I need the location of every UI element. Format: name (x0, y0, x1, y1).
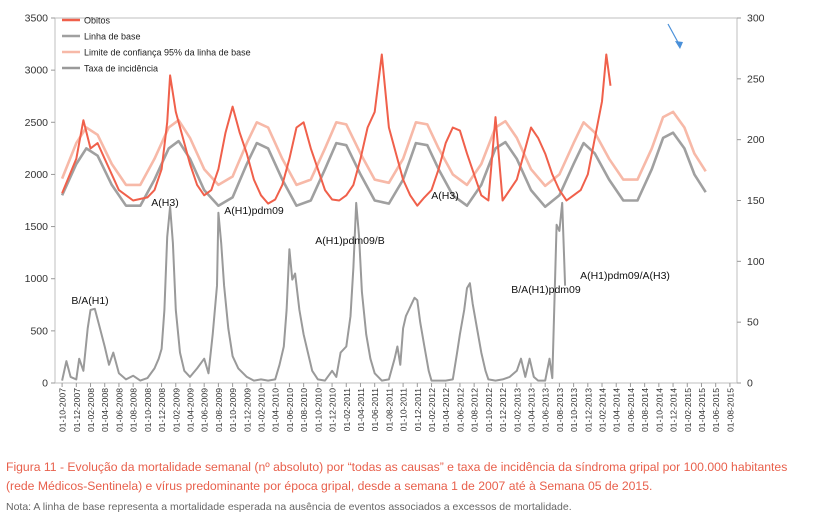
x-tick-label: 01-04-2012 (441, 388, 451, 432)
x-tick-label: 01-02-2008 (86, 388, 96, 432)
x-tick-label: 01-06-2008 (114, 388, 124, 432)
x-tick-label: 01-10-2013 (569, 388, 579, 432)
x-tick-label: 01-06-2013 (541, 388, 551, 432)
confidence-limit-line (60, 110, 707, 188)
x-tick-label: 01-06-2011 (370, 388, 380, 432)
legend-label: Obitos (84, 16, 111, 26)
annotation-label: A(H3) (151, 197, 178, 209)
x-tick-label: 01-02-2011 (342, 388, 352, 432)
annotation-label: B/A(H1)pdm09 (511, 284, 581, 296)
x-tick-label: 01-02-2012 (427, 388, 437, 432)
x-tick-label: 01-08-2011 (384, 388, 394, 432)
x-tick-label: 01-08-2015 (725, 388, 735, 432)
figure-caption: Figura 11 - Evolução da mortalidade sema… (6, 460, 788, 493)
x-tick-label: 01-04-2014 (612, 388, 622, 432)
x-tick-label: 01-04-2013 (526, 388, 536, 432)
x-tick-label: 01-08-2008 (129, 388, 139, 432)
x-tick-label: 01-08-2012 (470, 388, 480, 432)
x-tick-label: 01-06-2009 (200, 388, 210, 432)
y-left-tick-label: 2000 (25, 169, 49, 181)
x-tick-label: 01-12-2008 (157, 388, 167, 432)
legend-label: Linha de base (84, 32, 141, 42)
x-tick-label: 01-12-2013 (583, 388, 593, 432)
x-tick-label: 01-04-2015 (697, 388, 707, 432)
x-tick-label: 01-04-2009 (185, 388, 195, 432)
obitos-line (61, 53, 612, 207)
y-right-tick-label: 200 (747, 134, 765, 146)
x-tick-label: 01-04-2010 (271, 388, 281, 432)
y-left-tick-label: 1000 (25, 273, 49, 285)
x-tick-label: 01-12-2007 (72, 388, 82, 432)
x-tick-label: 01-02-2013 (512, 388, 522, 432)
peak-arrow-head (675, 41, 683, 49)
x-tick-label: 01-10-2012 (484, 388, 494, 432)
x-tick-label: 01-06-2015 (711, 388, 721, 432)
legend-label: Taxa de incidência (84, 64, 158, 74)
annotation-label: A(H3) (431, 190, 458, 202)
x-tick-label: 01-04-2008 (100, 388, 110, 432)
annotation-label: A(H1)pdm09/A(H3) (580, 270, 670, 282)
x-tick-label: 01-12-2012 (498, 388, 508, 432)
x-tick-label: 01-02-2014 (598, 388, 608, 432)
x-tick-label: 01-08-2010 (299, 388, 309, 432)
figure-note: Nota: A linha de base representa a morta… (6, 501, 572, 513)
y-right-tick-label: 250 (747, 73, 765, 85)
incidence-line (61, 201, 567, 382)
x-tick-label: 01-02-2009 (171, 388, 181, 432)
y-left-tick-label: 2500 (25, 117, 49, 129)
x-tick-label: 01-06-2010 (285, 388, 295, 432)
y-left-tick-label: 1500 (25, 221, 49, 233)
annotation-label: A(H1)pdm09/B (315, 235, 384, 247)
x-tick-label: 01-06-2012 (455, 388, 465, 432)
x-tick-label: 01-08-2014 (640, 388, 650, 432)
x-tick-label: 01-10-2009 (228, 388, 238, 432)
y-left-tick-label: 0 (42, 378, 48, 390)
x-tick-label: 01-08-2009 (214, 388, 224, 432)
x-tick-label: 01-08-2013 (555, 388, 565, 432)
x-tick-label: 01-06-2014 (626, 388, 636, 432)
x-tick-label: 01-12-2011 (413, 388, 423, 432)
x-tick-label: 01-12-2009 (242, 388, 252, 432)
y-right-tick-label: 50 (747, 317, 759, 329)
x-tick-label: 01-10-2008 (143, 388, 153, 432)
y-right-tick-label: 150 (747, 195, 765, 207)
x-tick-label: 01-04-2011 (356, 388, 366, 432)
y-left-tick-label: 500 (30, 325, 48, 337)
legend-label: Limite de confiança 95% da linha de base (84, 48, 251, 58)
x-tick-label: 01-10-2011 (399, 388, 409, 432)
x-tick-label: 01-02-2015 (683, 388, 693, 432)
x-tick-label: 01-02-2010 (257, 388, 267, 432)
y-right-tick-label: 100 (747, 256, 765, 268)
x-tick-label: 01-10-2014 (654, 388, 664, 432)
baseline-line (60, 131, 707, 209)
x-tick-label: 01-12-2010 (328, 388, 338, 432)
x-tick-label: 01-12-2014 (669, 388, 679, 432)
x-tick-label: 01-10-2010 (313, 388, 323, 432)
y-left-tick-label: 3500 (25, 13, 49, 25)
annotation-label: A(H1)pdm09 (224, 205, 284, 217)
y-left-tick-label: 3000 (25, 65, 49, 77)
mortality-chart: 0 500 1000 1500 2000 2500 3000 3500 0 50 100 150 200… (25, 13, 765, 432)
y-right-tick-label: 300 (747, 13, 765, 25)
x-tick-label: 01-10-2007 (58, 388, 68, 432)
annotation-label: B/A(H1) (71, 295, 108, 307)
y-right-tick-label: 0 (747, 378, 753, 390)
